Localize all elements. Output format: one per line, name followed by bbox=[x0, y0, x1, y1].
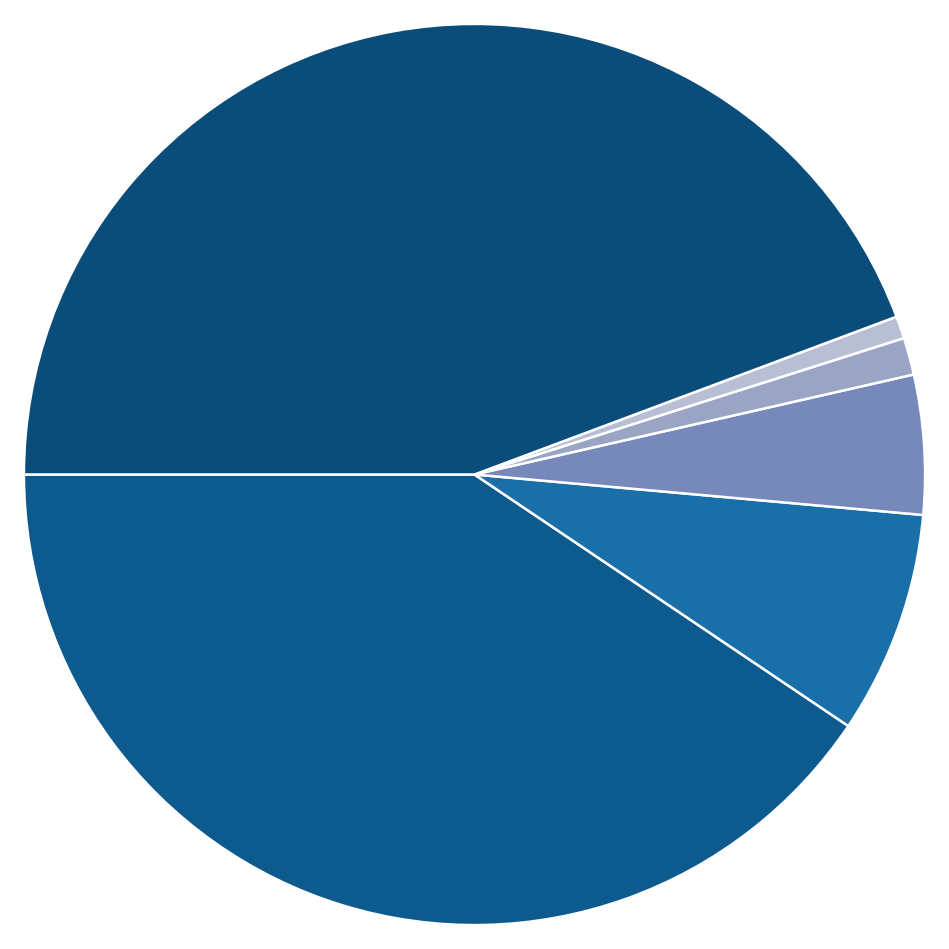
Wedge shape bbox=[24, 24, 897, 474]
Wedge shape bbox=[24, 474, 848, 925]
Wedge shape bbox=[474, 338, 914, 474]
Wedge shape bbox=[474, 375, 925, 515]
Wedge shape bbox=[474, 317, 904, 474]
Wedge shape bbox=[474, 474, 923, 726]
